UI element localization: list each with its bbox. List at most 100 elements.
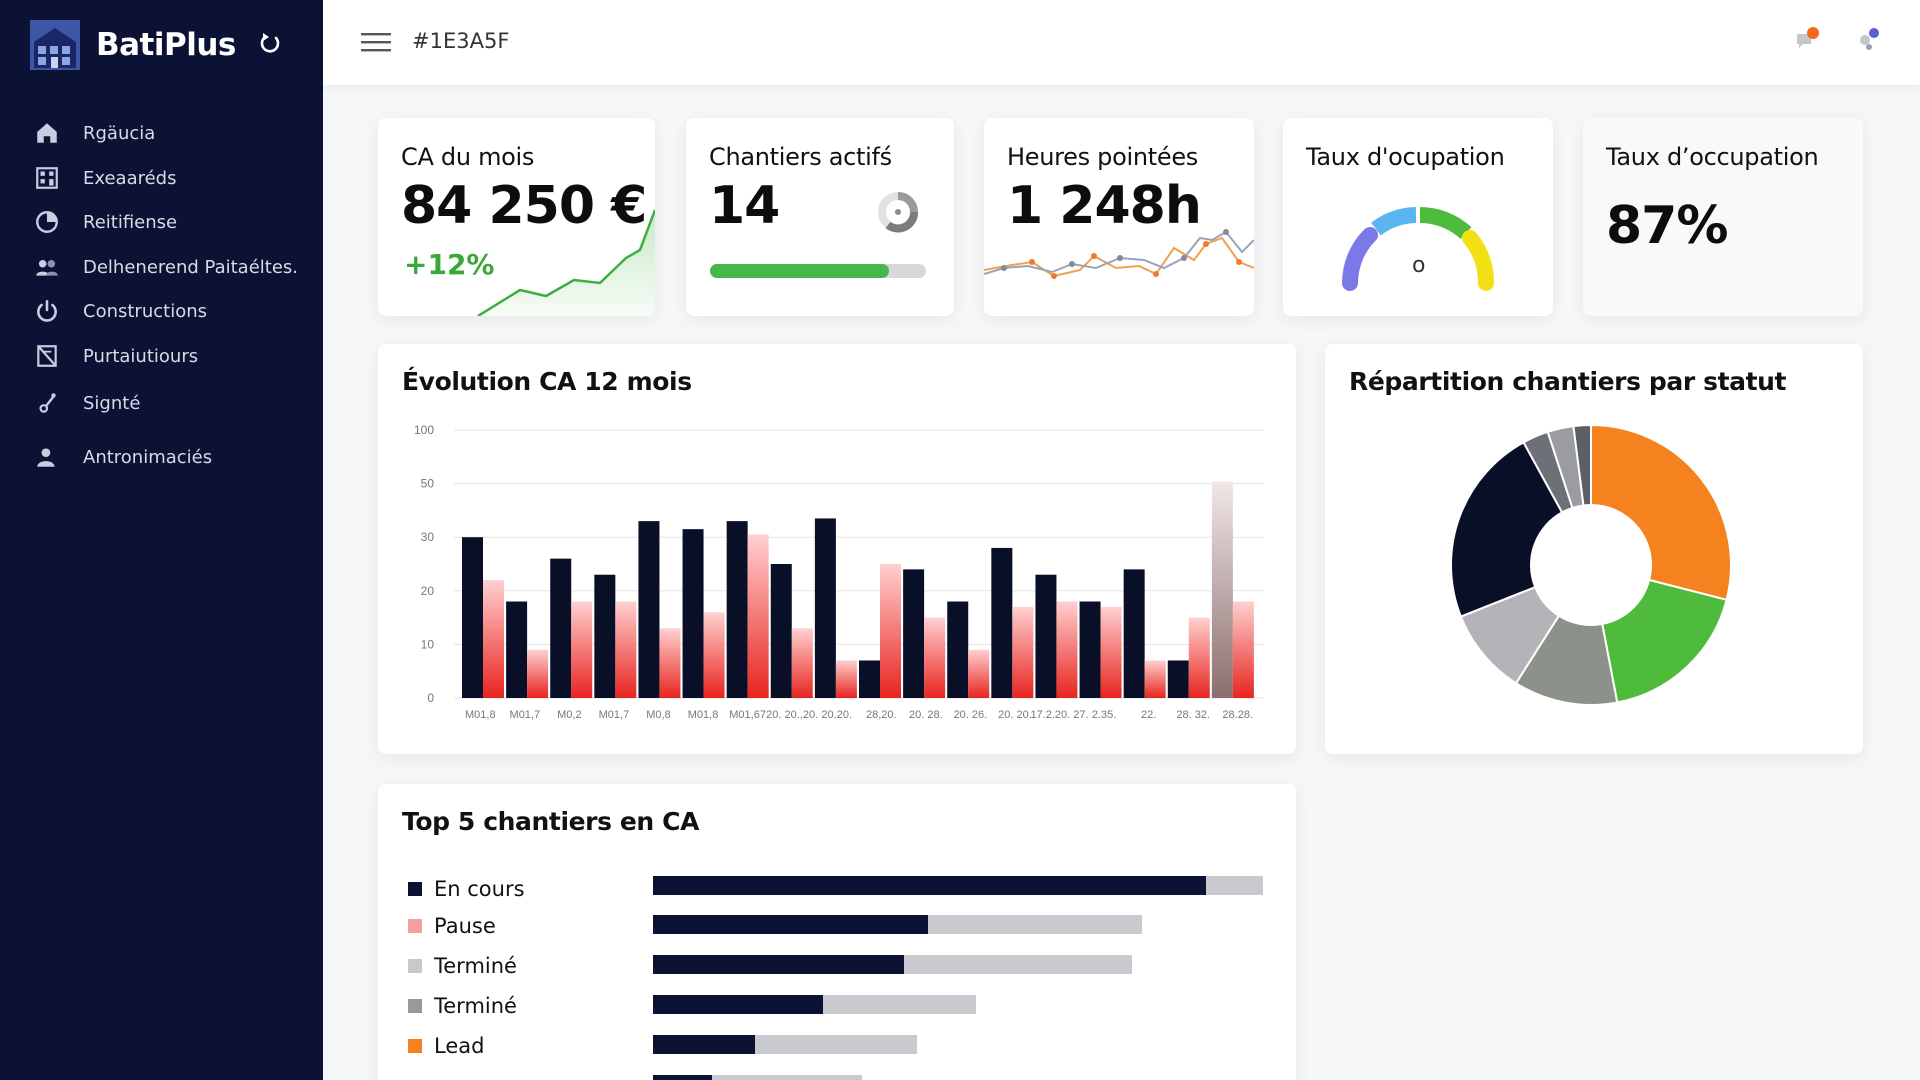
hbar-track — [653, 955, 1133, 974]
hbar-fill — [653, 1075, 712, 1080]
bar-series-1 — [682, 529, 704, 698]
hbar-track — [653, 1075, 863, 1080]
kpi-title: Taux d’occupation — [1606, 143, 1819, 171]
y-tick-label: 20 — [421, 584, 435, 598]
x-tick-label: M01,8 — [688, 709, 719, 721]
chart-title: Top 5 chantiers en CA — [402, 807, 700, 836]
sidebar-item-label: Reitifiense — [83, 211, 178, 233]
bar-series-1 — [947, 601, 969, 698]
donut-slice — [1450, 440, 1564, 618]
x-tick-label: 20. 20. — [998, 709, 1032, 721]
sites-progress-bar — [710, 264, 926, 278]
legend-item: En cours — [408, 876, 525, 902]
legend-swatch — [408, 999, 422, 1013]
sidebar-item-0[interactable]: Rgäucia — [0, 113, 323, 153]
sidebar-item-label: Constructions — [83, 300, 207, 322]
bar-series-2 — [1012, 606, 1034, 698]
sidebar-item-1[interactable]: Exeaaréds — [0, 158, 323, 198]
sidebar-item-label: Exeaaréds — [83, 167, 177, 189]
y-tick-label: 30 — [421, 530, 435, 544]
x-tick-label: 17.2.20. 27. — [1030, 709, 1088, 721]
bar-series-1 — [726, 521, 748, 698]
chart-title: Répartition chantiers par statut — [1349, 367, 1787, 396]
chart-title: Évolution CA 12 mois — [402, 367, 692, 396]
bar-series-1 — [550, 558, 572, 698]
x-tick-label: 20. 26. — [954, 709, 988, 721]
kpi-title: Heures pointées — [1007, 143, 1199, 171]
sidebar-item-label: Antronimaciés — [83, 446, 213, 468]
legend-swatch — [408, 959, 422, 973]
bar-series-1 — [903, 569, 925, 698]
users-icon — [36, 259, 58, 276]
bar-series-1 — [1123, 569, 1145, 698]
bar-series-2 — [1188, 617, 1210, 698]
bar-series-1 — [638, 521, 660, 698]
power-icon — [37, 299, 57, 322]
kpi-delta: +12% — [404, 248, 495, 281]
kpi-value: 87% — [1606, 196, 1728, 256]
legend-item: Terminé — [408, 953, 517, 979]
sidebar-item-label: Delhenerend Paitaéltes. — [83, 256, 299, 278]
bar-series-1 — [770, 564, 792, 698]
brand[interactable]: BatiPlus — [30, 20, 236, 70]
x-tick-label: 20. 20.,20. — [766, 709, 818, 721]
kpi-value: 1 248h — [1007, 176, 1202, 236]
pie-chart-icon — [36, 211, 58, 233]
legend-item: Terminé — [408, 993, 517, 1019]
bar-series-2 — [924, 617, 946, 698]
kpi-revenue-card: CA du mois 84 250 € +12% — [378, 118, 655, 316]
legend-label: Terminé — [434, 954, 517, 978]
kpi-hours-card: Heures pointées 1 248h — [984, 118, 1254, 316]
bar-series-2 — [880, 564, 901, 698]
x-tick-label: 20. 28. — [909, 709, 943, 721]
sidebar-item-2[interactable]: Reitifiense — [0, 202, 323, 242]
hbar-fill — [653, 876, 1206, 895]
refresh-icon[interactable] — [256, 30, 284, 58]
bar-series-2 — [527, 649, 549, 698]
sidebar-item-4[interactable]: Constructions — [0, 291, 323, 331]
revenue-sparkline — [477, 209, 655, 316]
kpi-value: 84 250 € — [401, 176, 647, 236]
kpi-title: Chantiers actifś — [709, 143, 892, 171]
x-tick-label: 20.20. — [821, 709, 852, 721]
bar-series-2 — [791, 628, 813, 698]
kpi-title: Taux d'ocupation — [1306, 143, 1505, 171]
hbar-fill — [653, 915, 929, 934]
sidebar-item-5[interactable]: Purtaiutiours — [0, 336, 323, 376]
y-tick-label: 10 — [421, 637, 435, 651]
bar-series-1 — [1079, 601, 1101, 698]
bar-series-2 — [1232, 601, 1254, 698]
bar-series-2 — [1100, 606, 1122, 698]
sidebar-item-label: Purtaiutiours — [83, 345, 199, 367]
sidebar: BatiPlus Rgäucia Exeaaréds Reitifiense D… — [0, 0, 323, 1080]
page-title: #1E3A5F — [412, 29, 510, 53]
hbar-track — [653, 995, 976, 1014]
bar-series-2 — [703, 612, 725, 698]
hours-sparkline — [984, 229, 1254, 279]
bar-series-1 — [1211, 481, 1233, 698]
tools-icon — [39, 393, 56, 413]
y-tick-label: 0 — [427, 691, 434, 705]
repartition-chart-card: Répartition chantiers par statut — [1325, 344, 1863, 754]
settings-icon[interactable] — [1855, 26, 1883, 54]
bar-series-2 — [483, 580, 504, 698]
kpi-value: 14 — [709, 176, 780, 236]
hamburger-menu-icon[interactable] — [361, 30, 393, 54]
occupancy-gauge — [1342, 207, 1494, 291]
x-tick-label: 2.35. — [1092, 709, 1116, 721]
donut-slice — [1601, 578, 1728, 704]
notification-icon[interactable] — [1793, 26, 1821, 54]
x-tick-label: 28,20. — [866, 709, 897, 721]
bar-series-2 — [1144, 660, 1166, 698]
bar-series-1 — [991, 547, 1013, 698]
legend-label: En cours — [434, 877, 525, 901]
sidebar-item-3[interactable]: Delhenerend Paitaéltes. — [0, 247, 323, 287]
hbar-fill — [653, 955, 904, 974]
bar-series-2 — [1056, 601, 1078, 698]
gauge-label: o — [1412, 253, 1426, 278]
sidebar-item-6[interactable]: Signté — [0, 383, 323, 423]
evolution-bar-chart: 0 10 20 30 50 100 M01,8 M01,7 M0,2 M01,7 M0,8 M01,8… — [414, 423, 1264, 721]
sidebar-item-7[interactable]: Antronimaciés — [0, 437, 323, 477]
x-tick-label: M01,67 — [729, 709, 766, 721]
legend-swatch — [408, 919, 422, 933]
